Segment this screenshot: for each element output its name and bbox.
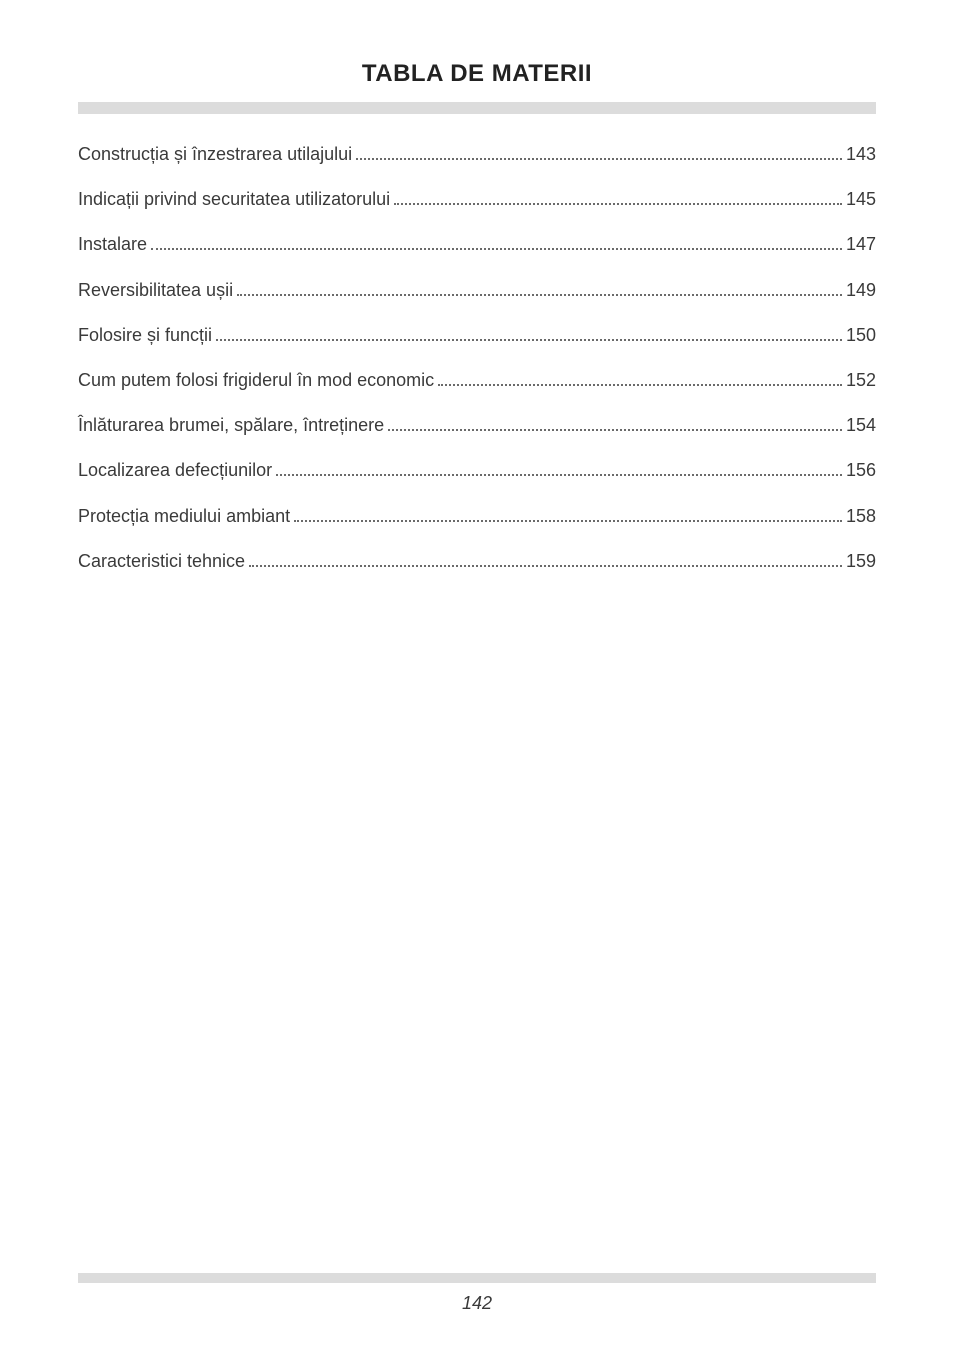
toc-page-number: 154	[846, 413, 876, 438]
toc-label: Instalare	[78, 232, 147, 257]
toc-label: Construcția și înzestrarea utilajului	[78, 142, 352, 167]
toc-row: Folosire și funcții 150	[78, 323, 876, 348]
toc-dots	[151, 234, 842, 250]
table-of-contents: Construcția și înzestrarea utilajului 14…	[78, 142, 876, 574]
toc-row: Reversibilitatea ușii 149	[78, 278, 876, 303]
toc-page-number: 158	[846, 504, 876, 529]
footer-page-number: 142	[78, 1293, 876, 1314]
toc-dots	[276, 460, 842, 476]
divider-bottom	[78, 1273, 876, 1283]
toc-label: Reversibilitatea ușii	[78, 278, 233, 303]
toc-row: Construcția și înzestrarea utilajului 14…	[78, 142, 876, 167]
toc-label: Caracteristici tehnice	[78, 549, 245, 574]
toc-page-number: 159	[846, 549, 876, 574]
toc-page-number: 147	[846, 232, 876, 257]
toc-dots	[394, 189, 842, 205]
toc-label: Folosire și funcții	[78, 323, 212, 348]
toc-label: Protecția mediului ambiant	[78, 504, 290, 529]
toc-page-number: 145	[846, 187, 876, 212]
toc-row: Instalare 147	[78, 232, 876, 257]
toc-dots	[216, 325, 842, 341]
toc-dots	[237, 279, 842, 295]
toc-dots	[294, 505, 842, 521]
toc-dots	[438, 370, 842, 386]
toc-row: Caracteristici tehnice 159	[78, 549, 876, 574]
toc-label: Înlăturarea brumei, spălare, întreținere	[78, 413, 384, 438]
toc-dots	[356, 144, 842, 160]
toc-row: Protecția mediului ambiant 158	[78, 504, 876, 529]
toc-dots	[249, 551, 842, 567]
toc-label: Indicații privind securitatea utilizator…	[78, 187, 390, 212]
toc-label: Cum putem folosi frigiderul în mod econo…	[78, 368, 434, 393]
toc-row: Cum putem folosi frigiderul în mod econo…	[78, 368, 876, 393]
toc-page-number: 152	[846, 368, 876, 393]
toc-page-number: 150	[846, 323, 876, 348]
toc-dots	[388, 415, 842, 431]
toc-row: Indicații privind securitatea utilizator…	[78, 187, 876, 212]
document-page: TABLA DE MATERII Construcția și înzestra…	[0, 0, 954, 1354]
toc-page-number: 143	[846, 142, 876, 167]
divider-top	[78, 102, 876, 114]
toc-row: Localizarea defecțiunilor 156	[78, 458, 876, 483]
page-title: TABLA DE MATERII	[78, 60, 876, 88]
toc-page-number: 156	[846, 458, 876, 483]
toc-label: Localizarea defecțiunilor	[78, 458, 272, 483]
toc-row: Înlăturarea brumei, spălare, întreținere…	[78, 413, 876, 438]
toc-page-number: 149	[846, 278, 876, 303]
page-footer: 142	[78, 1273, 876, 1314]
